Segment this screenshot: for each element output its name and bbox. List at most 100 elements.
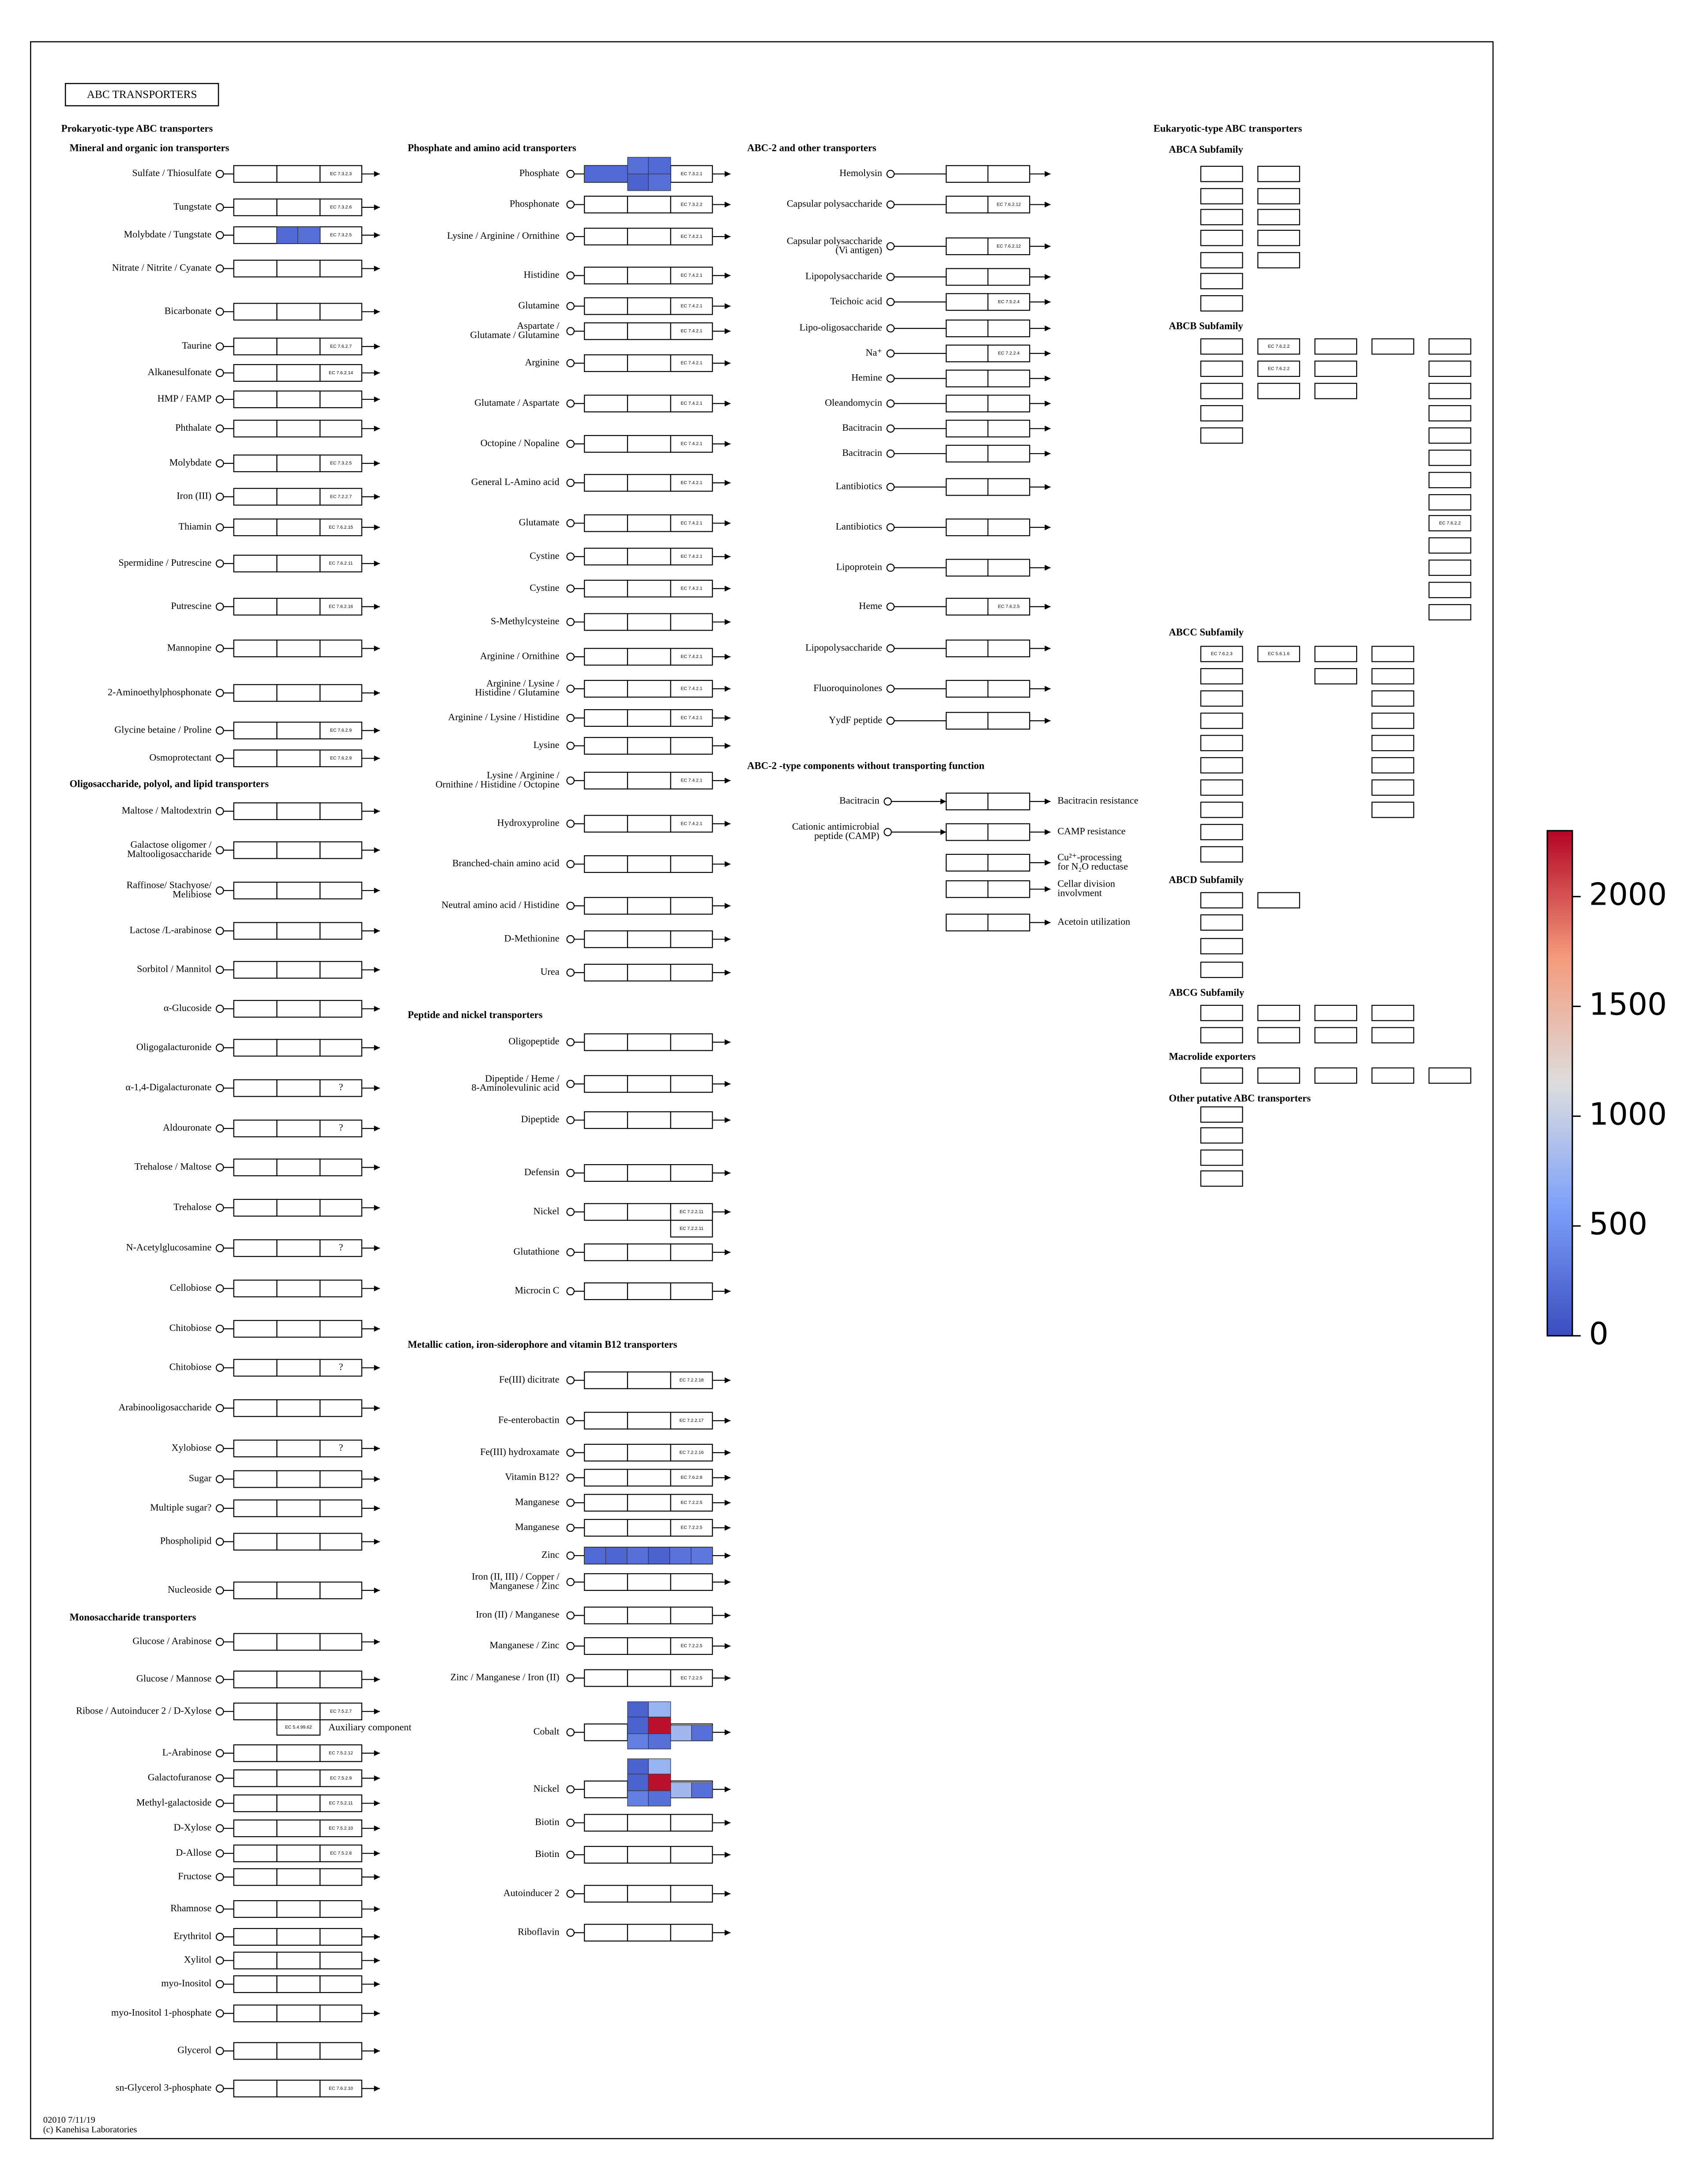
gene-box bbox=[1200, 427, 1243, 444]
substrate-label: Iron (II) / Manganese bbox=[476, 1609, 559, 1620]
gene-box bbox=[584, 1846, 628, 1864]
gene-box bbox=[320, 454, 362, 473]
gene-box bbox=[670, 514, 713, 532]
substrate-label: Teichoic acid bbox=[830, 295, 882, 306]
compound bbox=[886, 374, 895, 383]
gene-box bbox=[1200, 1004, 1243, 1021]
compound bbox=[215, 1475, 224, 1483]
gene-box bbox=[584, 737, 628, 755]
gene-box bbox=[1200, 1027, 1243, 1044]
compound bbox=[566, 1248, 575, 1257]
gene-box bbox=[670, 1371, 713, 1389]
substrate-label: Erythritol bbox=[173, 1930, 211, 1941]
substrate-label: Raffinose/ Stachyose/ bbox=[127, 880, 212, 891]
gene-box bbox=[987, 344, 1030, 362]
gene-box bbox=[276, 165, 321, 183]
gene-box bbox=[233, 1533, 278, 1551]
expression-cell bbox=[297, 226, 320, 244]
substrate-label: Autoinducer 2 bbox=[504, 1887, 560, 1898]
ec-number: EC 7.2.2.5 bbox=[681, 1500, 702, 1505]
gene-box bbox=[1314, 1004, 1357, 1021]
expression-cell bbox=[627, 1717, 649, 1734]
compound bbox=[215, 395, 224, 404]
gene-box bbox=[1200, 209, 1243, 226]
substrate-label: Bacitracin bbox=[842, 447, 882, 458]
gene-box bbox=[1371, 646, 1414, 662]
gene-box bbox=[233, 1900, 278, 1918]
substrate-label: Riboflavin bbox=[518, 1926, 559, 1937]
gene-box bbox=[1200, 361, 1243, 377]
gene-box bbox=[233, 454, 278, 473]
gene-box bbox=[945, 639, 989, 658]
substrate-label: Arabinooligosaccharide bbox=[119, 1402, 212, 1413]
substrate-label: N-Acetylglucosamine bbox=[126, 1241, 212, 1252]
gene-box bbox=[1428, 361, 1471, 377]
gene-box bbox=[320, 2004, 362, 2022]
compound bbox=[566, 519, 575, 527]
gene-box bbox=[987, 793, 1030, 811]
gene-box bbox=[584, 930, 628, 948]
gene-box bbox=[987, 320, 1030, 338]
substrate-label: Glucose / Mannose bbox=[136, 1673, 212, 1684]
gene-box bbox=[1200, 846, 1243, 863]
compound bbox=[566, 1551, 575, 1560]
gene-box bbox=[1428, 472, 1471, 489]
gene-box bbox=[945, 420, 989, 438]
ec-number: EC 7.4.2.1 bbox=[681, 716, 702, 721]
gene-box bbox=[233, 1499, 278, 1517]
gene-box bbox=[945, 344, 989, 362]
compound bbox=[886, 324, 895, 333]
compound bbox=[566, 1474, 575, 1482]
gene-box bbox=[627, 648, 671, 666]
expression-cell bbox=[605, 1547, 628, 1564]
expression-cell bbox=[627, 173, 649, 191]
gene-box bbox=[233, 2079, 278, 2098]
ec-number: EC 7.6.2.14 bbox=[329, 371, 353, 376]
gene-box bbox=[670, 165, 713, 183]
compound bbox=[215, 2084, 224, 2093]
gene-box bbox=[584, 1164, 628, 1182]
gene-box bbox=[987, 913, 1030, 932]
gene-box bbox=[233, 1633, 278, 1651]
gene-box bbox=[320, 598, 362, 616]
substrate-label: Manganese bbox=[515, 1521, 560, 1532]
substrate-label: Xylobiose bbox=[172, 1442, 212, 1453]
gene-box bbox=[670, 1282, 713, 1301]
substrate-label: Glutamine bbox=[518, 300, 559, 311]
gene-box bbox=[670, 579, 713, 598]
substrate-label: Arginine / Lysine / bbox=[486, 677, 560, 688]
gene-box bbox=[1257, 165, 1300, 182]
ec-number: EC 7.6.2.12 bbox=[996, 244, 1021, 249]
compound bbox=[215, 1244, 224, 1252]
gene-box bbox=[584, 1637, 628, 1655]
substrate-label: Alkanesulfonate bbox=[148, 366, 212, 377]
substrate-label: Phthalate bbox=[175, 422, 211, 433]
gene-box bbox=[987, 165, 1030, 183]
gene-box bbox=[987, 853, 1030, 872]
gene-box bbox=[584, 771, 628, 789]
gene-box bbox=[987, 680, 1030, 698]
substrate-label: Capsular polysaccharide bbox=[787, 198, 882, 209]
gene-box bbox=[670, 897, 713, 915]
gene-box bbox=[670, 709, 713, 727]
gene-box bbox=[320, 1279, 362, 1297]
compound bbox=[215, 1980, 224, 1989]
ec-number: EC 7.6.2.2 bbox=[1439, 521, 1461, 526]
gene-box bbox=[276, 1039, 321, 1057]
gene-box bbox=[1200, 165, 1243, 182]
gene-box bbox=[276, 639, 321, 658]
substrate-label: Octopine / Nopaline bbox=[481, 437, 560, 448]
gene-box bbox=[584, 474, 628, 492]
ec-number: EC 7.2.2.16 bbox=[680, 1450, 704, 1455]
substrate-label: Glutamate / Aspartate bbox=[474, 397, 560, 408]
compound bbox=[566, 902, 575, 910]
gene-box bbox=[276, 1719, 321, 1736]
substrate-label: Maltose / Maltodextrin bbox=[122, 804, 211, 816]
compound bbox=[215, 726, 224, 735]
compound bbox=[566, 302, 575, 311]
substrate-label: Histidine / Glutamine bbox=[475, 687, 559, 698]
gene-box bbox=[320, 1868, 362, 1886]
substrate-label: YydF peptide bbox=[829, 714, 882, 725]
substrate-label: Molybdate bbox=[169, 457, 212, 468]
gene-box bbox=[627, 1282, 671, 1301]
